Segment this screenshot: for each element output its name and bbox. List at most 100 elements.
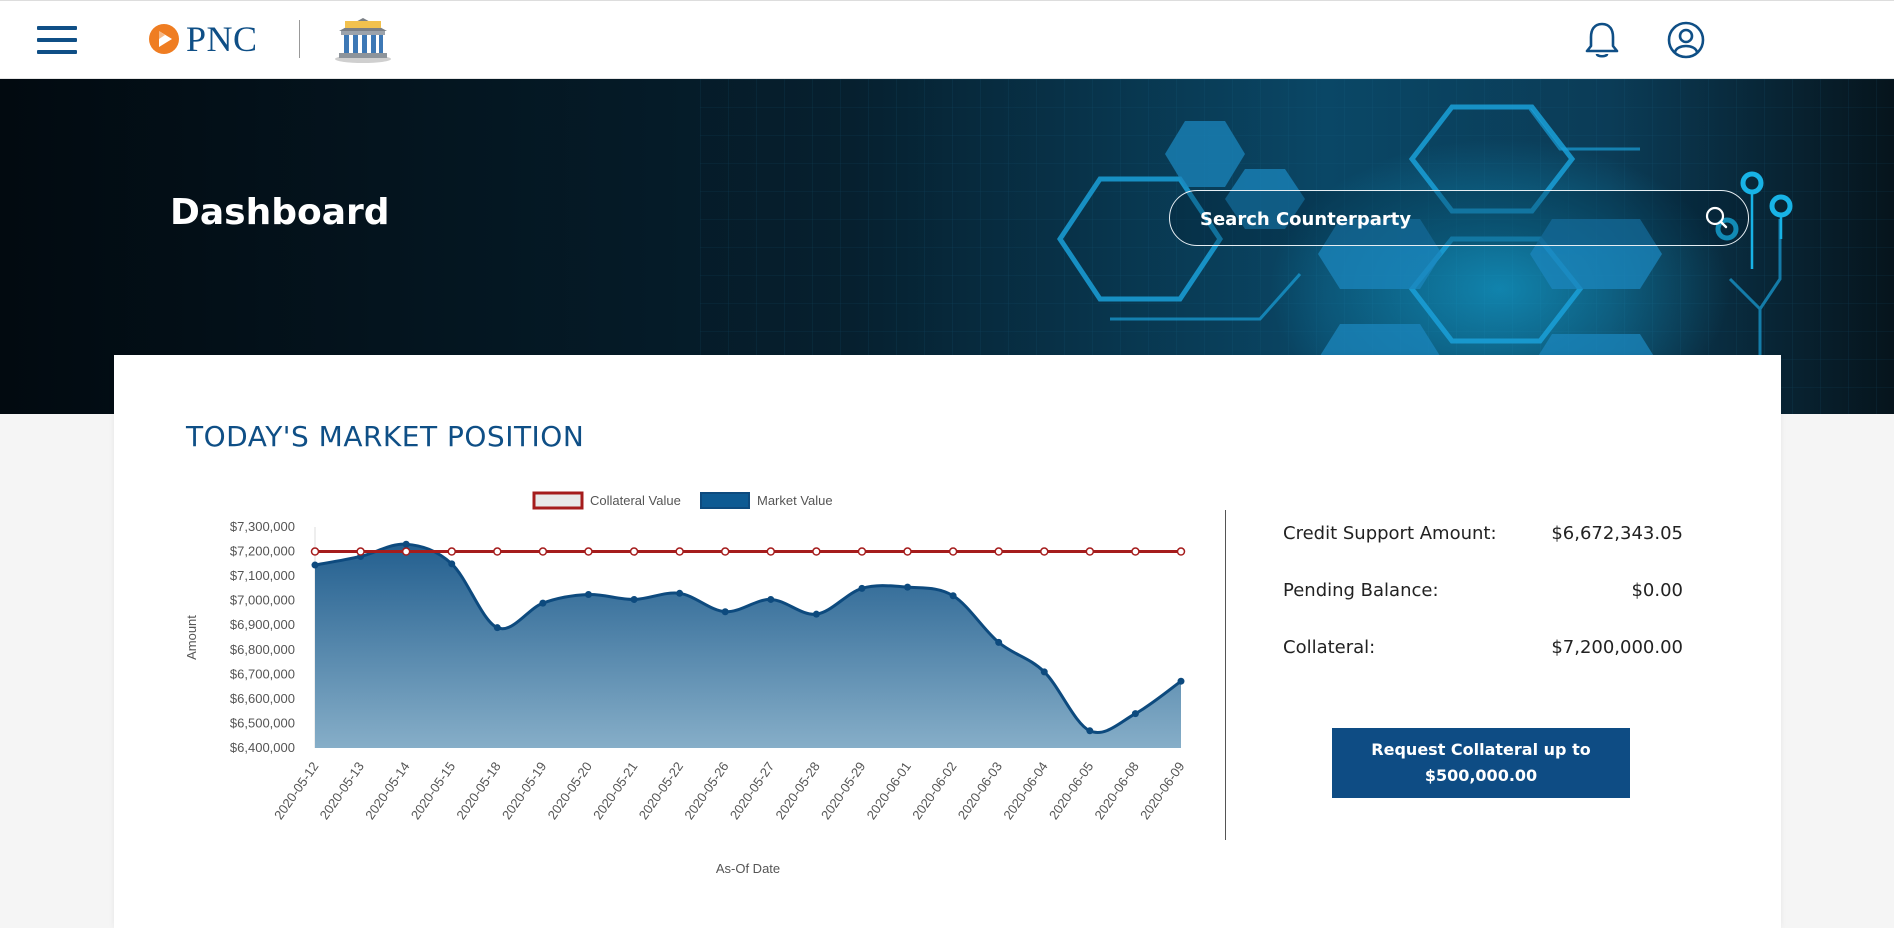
collateral-value-point [994, 547, 1003, 556]
collateral-value-point [675, 547, 684, 556]
market-value-point [448, 560, 456, 568]
y-tick-label: $7,000,000 [230, 593, 295, 608]
x-tick-label: 2020-05-20 [545, 759, 595, 822]
market-value-point [676, 589, 684, 597]
market-value-point [493, 624, 501, 632]
x-tick-label: 2020-05-29 [818, 759, 868, 822]
search-input[interactable] [1198, 205, 1682, 233]
request-collateral-button[interactable]: Request Collateral up to $500,000.00 [1332, 728, 1630, 798]
summary-row-collateral: Collateral: $7,200,000.00 [1283, 637, 1683, 661]
y-axis-label: Amount [184, 615, 199, 660]
summary-row-pending-balance: Pending Balance: $0.00 [1283, 580, 1683, 604]
x-tick-label: 2020-06-08 [1091, 759, 1141, 822]
credit-support-value: $6,672,343.05 [1551, 523, 1683, 544]
menu-icon[interactable] [37, 26, 77, 54]
legend-swatch-collateral [532, 491, 584, 510]
pnc-logo[interactable]: PNC [148, 19, 258, 59]
x-tick-label: 2020-06-03 [955, 759, 1005, 822]
market-value-point [767, 595, 775, 603]
market-value-point [995, 638, 1003, 646]
x-tick-label: 2020-05-12 [271, 759, 321, 822]
request-button-line2: $500,000.00 [1424, 766, 1538, 785]
collateral-value-point [584, 547, 593, 556]
y-tick-label: $6,900,000 [230, 617, 295, 632]
collateral-value-point [356, 547, 365, 556]
collateral-value-point [1176, 547, 1186, 556]
x-tick-label: 2020-06-05 [1046, 759, 1096, 822]
collateral-value: $7,200,000.00 [1551, 637, 1683, 658]
bell-icon[interactable] [1583, 20, 1621, 60]
brand-name: PNC [186, 19, 258, 59]
collateral-value-point [1131, 547, 1140, 556]
market-value-point [539, 599, 547, 607]
collateral-value-point [1040, 547, 1049, 556]
x-tick-label: 2020-05-15 [408, 759, 458, 822]
x-tick-label: 2020-06-01 [864, 759, 914, 822]
market-value-area [315, 544, 1181, 748]
market-value-point [812, 610, 820, 618]
y-tick-label: $6,700,000 [230, 666, 295, 681]
request-button-line1: Request Collateral up to [1371, 740, 1591, 759]
section-title: TODAY'S MARKET POSITION [186, 420, 585, 453]
y-tick-label: $6,500,000 [230, 715, 295, 730]
collateral-value-point [538, 547, 548, 556]
market-value-point [858, 584, 866, 592]
logo-divider [299, 20, 300, 58]
collateral-value-point [1085, 547, 1095, 556]
y-tick-label: $6,400,000 [230, 740, 295, 755]
chart-divider [1225, 510, 1226, 840]
y-tick-label: $6,800,000 [230, 642, 295, 657]
market-value-point [1131, 710, 1139, 718]
legend-label-collateral: Collateral Value [590, 493, 681, 508]
search-icon[interactable] [1702, 204, 1734, 236]
bank-icon [335, 18, 391, 63]
x-tick-label: 2020-05-27 [727, 759, 777, 822]
x-tick-label: 2020-05-18 [453, 759, 503, 822]
market-value-point [721, 608, 729, 616]
pending-balance-value: $0.00 [1631, 580, 1683, 601]
collateral-label: Collateral: [1283, 637, 1376, 658]
pnc-logo-icon [149, 24, 179, 54]
market-chart: $7,300,000 $7,200,000 $7,100,000 $7,000,000… [184, 491, 1187, 876]
x-tick-label: 2020-05-28 [772, 759, 822, 822]
top-bar: PNC [0, 0, 1894, 79]
credit-support-label: Credit Support Amount: [1283, 523, 1497, 544]
page-title: Dashboard [170, 192, 390, 233]
x-tick-label: 2020-05-14 [362, 759, 412, 822]
collateral-value-point [493, 547, 502, 556]
y-tick-label: $6,600,000 [230, 691, 295, 706]
x-tick-label: 2020-06-09 [1137, 759, 1187, 822]
summary-row-credit-support: Credit Support Amount: $6,672,343.05 [1283, 523, 1683, 547]
x-tick-label: 2020-06-02 [909, 759, 959, 822]
y-tick-label: $7,100,000 [230, 568, 295, 583]
market-value-point [904, 583, 912, 591]
market-value-point [1086, 727, 1094, 735]
y-tick-label: $7,200,000 [230, 544, 295, 559]
collateral-value-point [447, 547, 456, 556]
user-icon[interactable] [1667, 21, 1705, 59]
pending-balance-label: Pending Balance: [1283, 580, 1439, 601]
y-tick-label: $7,300,000 [230, 519, 295, 534]
collateral-value-point [629, 547, 639, 556]
x-tick-label: 2020-05-22 [636, 759, 686, 822]
legend-swatch-market [700, 492, 750, 509]
collateral-value-point [720, 547, 730, 556]
market-value-point [1040, 668, 1048, 676]
collateral-value-point [401, 547, 411, 556]
market-position-card: TODAY'S MARKET POSITION $7,300,000 $7,200… [114, 355, 1781, 928]
collateral-value-point [857, 547, 867, 556]
market-value-point [311, 561, 319, 569]
x-axis-label: As-Of Date [716, 861, 780, 876]
x-tick-label: 2020-06-04 [1000, 759, 1050, 822]
search-box [1169, 190, 1749, 246]
collateral-value-point [948, 547, 958, 556]
x-tick-label: 2020-05-13 [317, 759, 367, 822]
x-tick-label: 2020-05-21 [590, 759, 640, 822]
collateral-value-point [903, 547, 912, 556]
market-value-point [949, 592, 957, 600]
x-tick-label: 2020-05-26 [681, 759, 731, 822]
market-value-point [630, 595, 638, 603]
market-value-point [584, 591, 592, 599]
market-value-point [402, 540, 410, 548]
collateral-value-point [812, 547, 821, 556]
